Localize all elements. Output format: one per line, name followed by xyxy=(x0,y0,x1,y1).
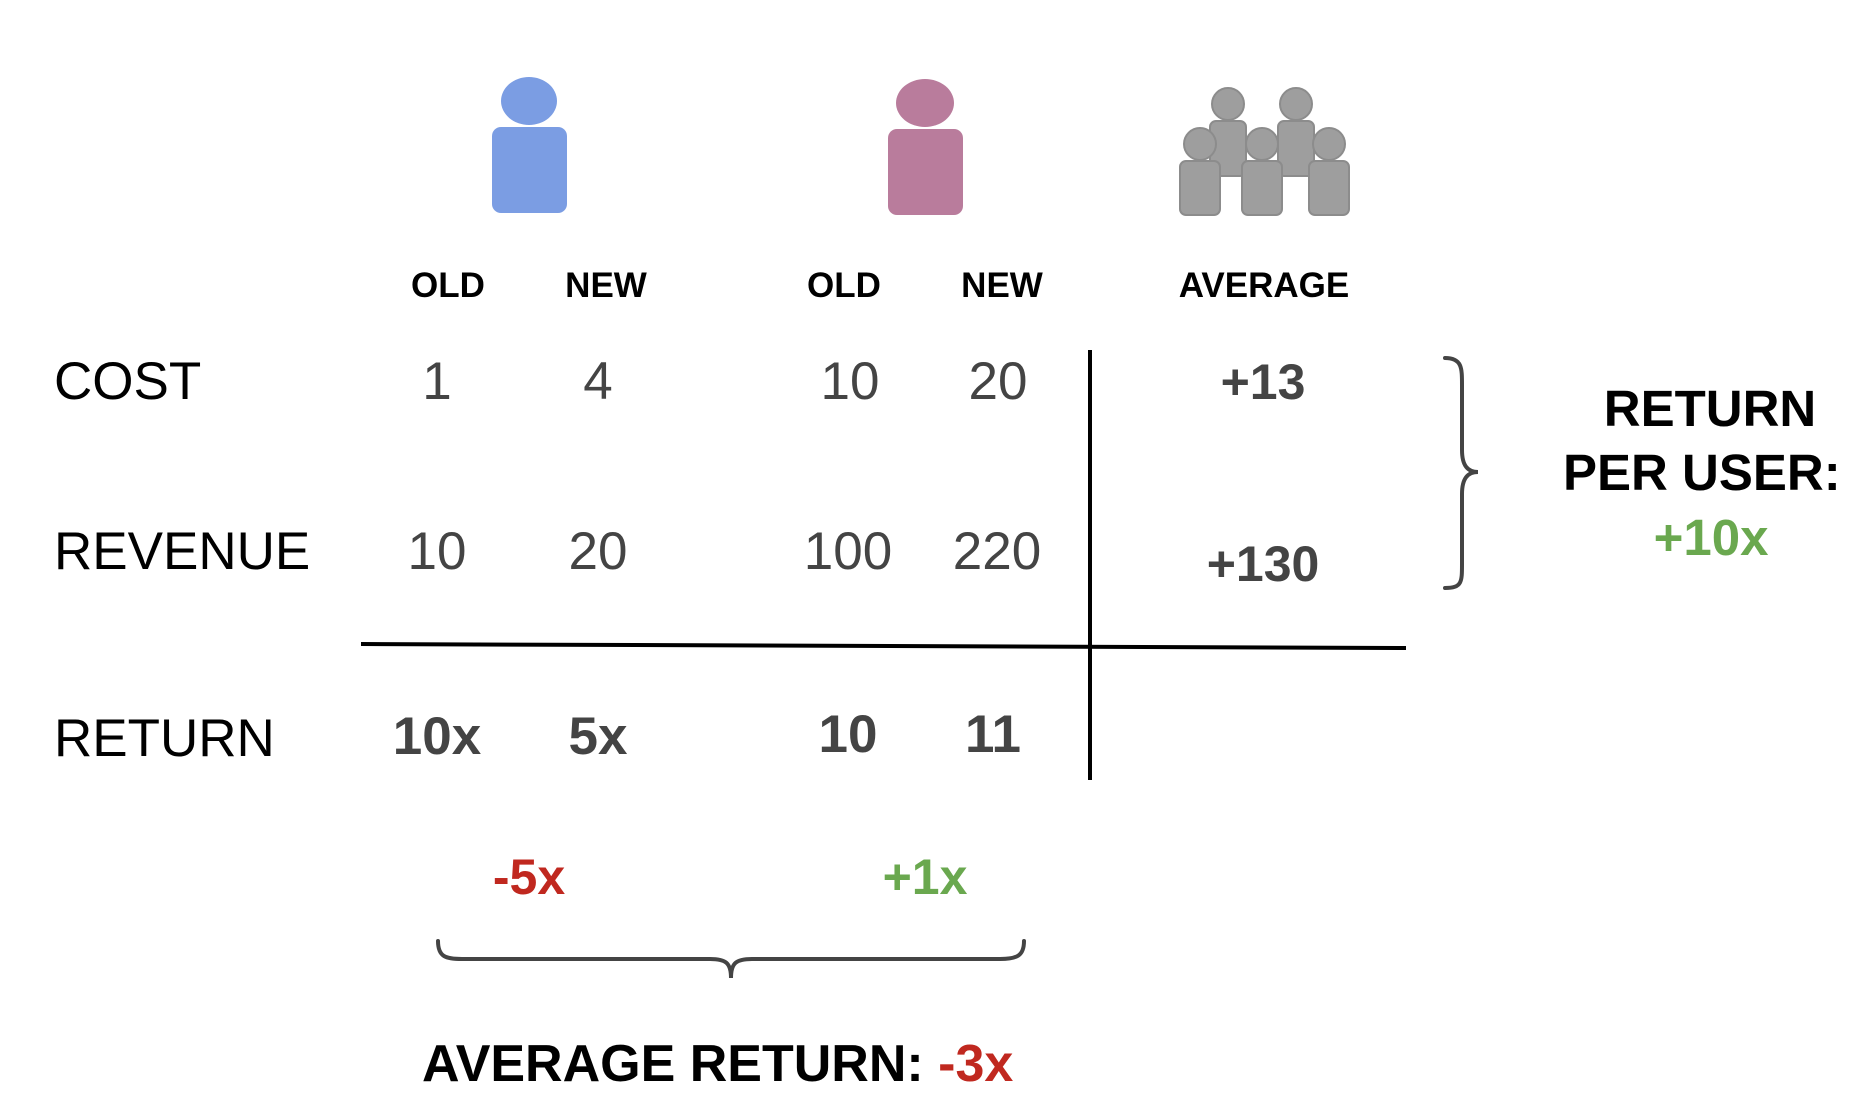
cost-average: +13 xyxy=(1220,354,1306,410)
header-user-b-new: NEW xyxy=(961,266,1043,305)
user-a-head xyxy=(501,77,557,125)
return-user-b-old: 10 xyxy=(818,705,878,764)
header-user-a-new: NEW xyxy=(565,266,647,305)
right-curly-brace xyxy=(1443,356,1479,590)
revenue-user-a-new: 20 xyxy=(568,522,628,581)
group-person-back-right-head xyxy=(1279,87,1313,121)
user-b-body xyxy=(888,129,963,215)
cost-user-a-old: 1 xyxy=(422,352,452,411)
group-person-front-middle-body xyxy=(1241,160,1283,216)
average-return-value: -3x xyxy=(938,1035,1014,1093)
delta-user-b: +1x xyxy=(882,849,968,905)
return-per-user-line2: PER USER: xyxy=(1563,444,1841,501)
group-person-front-left-body xyxy=(1179,160,1221,216)
group-icon xyxy=(1179,87,1350,216)
group-person-front-left-head xyxy=(1183,127,1217,161)
group-person-front-middle-head xyxy=(1245,127,1279,161)
average-return: AVERAGE RETURN: -3x xyxy=(422,1038,1013,1090)
header-average: AVERAGE xyxy=(1178,266,1350,305)
return-user-a-new: 5x xyxy=(568,707,628,766)
revenue-user-b-old: 100 xyxy=(803,522,893,581)
cost-user-b-new: 20 xyxy=(968,352,1028,411)
header-user-a-old: OLD xyxy=(411,266,485,305)
row-label-revenue: REVENUE xyxy=(54,522,311,581)
group-person-front-right-body xyxy=(1308,160,1350,216)
return-per-user-value: +10x xyxy=(1653,509,1769,566)
horizontal-divider xyxy=(360,642,1407,650)
group-person-front-right-head xyxy=(1312,127,1346,161)
bottom-curly-brace xyxy=(436,939,1026,979)
revenue-average: +130 xyxy=(1206,536,1320,592)
return-per-user-line1: RETURN xyxy=(1603,380,1817,437)
header-user-b-old: OLD xyxy=(807,266,881,305)
row-label-return: RETURN xyxy=(54,709,275,768)
return-user-a-old: 10x xyxy=(392,707,482,766)
row-label-cost: COST xyxy=(54,352,202,411)
user-a-person-icon xyxy=(492,77,567,213)
revenue-user-a-old: 10 xyxy=(407,522,467,581)
cost-user-b-old: 10 xyxy=(820,352,880,411)
return-user-b-new: 11 xyxy=(964,705,1022,764)
user-b-head xyxy=(896,79,954,127)
user-a-body xyxy=(492,127,567,213)
group-person-back-left-head xyxy=(1211,87,1245,121)
cost-user-a-new: 4 xyxy=(583,352,613,411)
user-b-person-icon xyxy=(888,79,963,215)
revenue-user-b-new: 220 xyxy=(952,522,1042,581)
delta-user-a: -5x xyxy=(492,849,566,905)
average-return-label: AVERAGE RETURN: xyxy=(422,1035,924,1093)
